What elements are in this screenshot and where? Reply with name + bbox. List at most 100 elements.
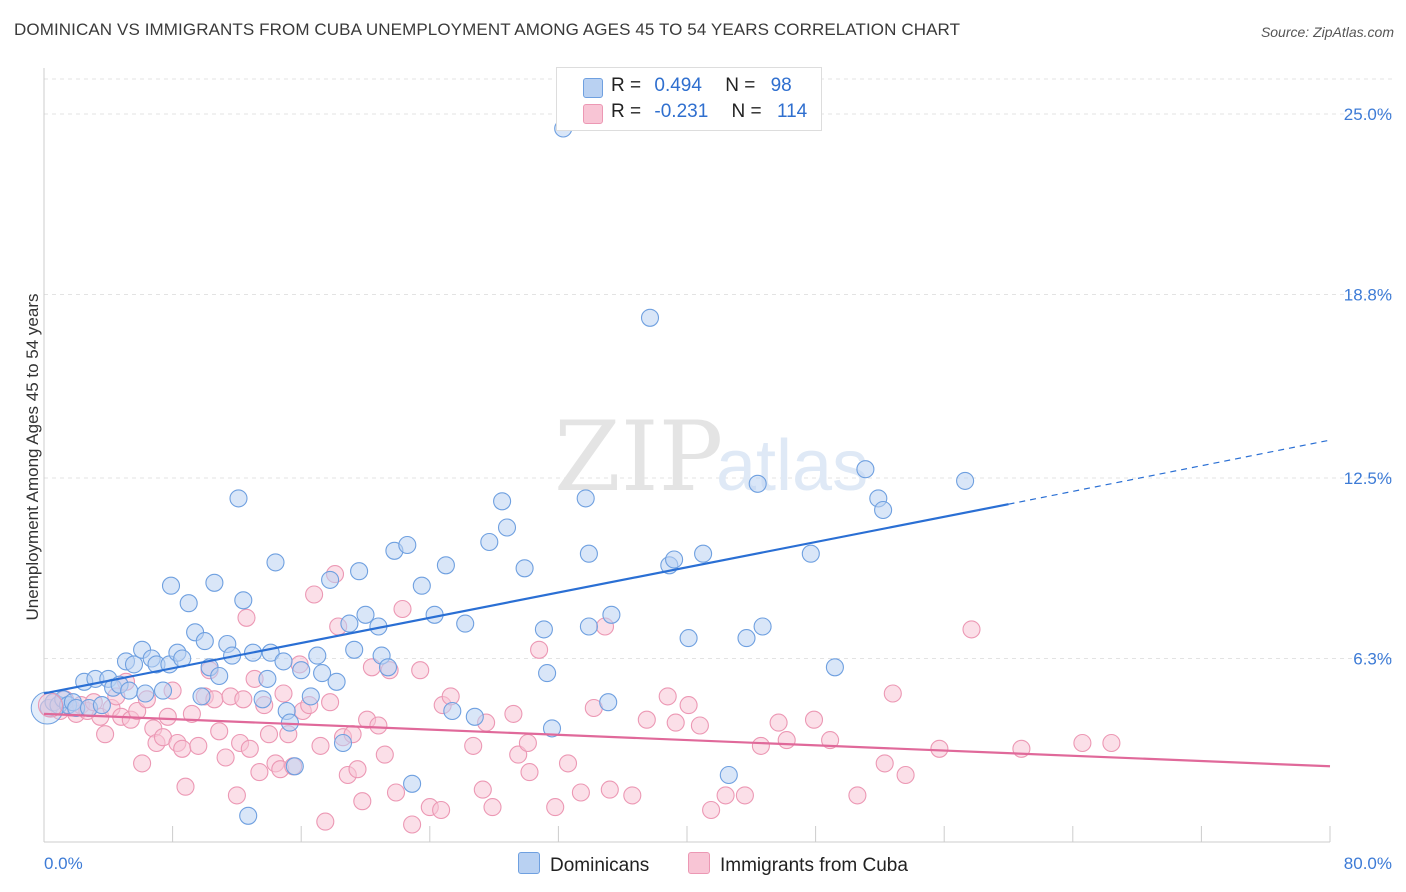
data-point-cuba bbox=[546, 798, 565, 817]
data-point-dominicans bbox=[398, 535, 417, 555]
data-point-dominicans bbox=[313, 664, 332, 683]
data-point-cuba bbox=[96, 725, 115, 744]
data-point-dominicans bbox=[825, 658, 844, 677]
data-point-dominicans bbox=[333, 733, 353, 753]
trend-lines bbox=[43, 439, 1331, 768]
data-point-dominicans bbox=[515, 559, 534, 578]
data-point-dominicans bbox=[753, 617, 772, 636]
data-point-cuba bbox=[274, 684, 293, 703]
data-point-dominicans bbox=[801, 544, 820, 563]
gridlines bbox=[44, 78, 1395, 660]
data-point-dominicans bbox=[640, 308, 660, 327]
data-point-dominicans bbox=[120, 681, 139, 700]
data-point-dominicans bbox=[253, 690, 272, 709]
data-point-cuba bbox=[658, 687, 677, 706]
data-point-dominicans bbox=[234, 591, 253, 610]
x-tick-label: 80.0% bbox=[1344, 854, 1392, 873]
data-point-cuba bbox=[393, 599, 412, 619]
x-tick-label: 0.0% bbox=[44, 854, 83, 873]
trend-line-dominicans bbox=[43, 503, 1009, 695]
data-point-cuba bbox=[804, 710, 824, 729]
data-point-dominicans bbox=[192, 687, 211, 706]
data-point-cuba bbox=[321, 693, 340, 712]
data-point-cuba bbox=[716, 786, 735, 805]
data-point-cuba bbox=[353, 792, 372, 811]
data-point-cuba bbox=[777, 731, 796, 750]
data-point-dominicans bbox=[679, 629, 698, 648]
data-point-dominicans bbox=[285, 757, 304, 776]
data-point-dominicans bbox=[195, 632, 214, 651]
data-point-dominicans bbox=[292, 661, 311, 680]
data-point-cuba bbox=[311, 736, 330, 755]
data-point-cuba bbox=[896, 765, 915, 785]
data-point-dominicans bbox=[403, 774, 422, 793]
data-point-dominicans bbox=[301, 687, 320, 706]
data-point-cuba bbox=[259, 725, 279, 744]
data-point-cuba bbox=[240, 739, 259, 758]
data-point-dominicans bbox=[274, 652, 293, 671]
data-point-dominicans bbox=[719, 765, 738, 785]
data-point-cuba bbox=[1073, 733, 1092, 753]
y-tick-label: 18.8% bbox=[1344, 286, 1392, 305]
data-point-cuba bbox=[375, 745, 394, 764]
legend-swatch-dominicans bbox=[518, 852, 540, 874]
data-point-dominicans bbox=[534, 620, 553, 639]
data-point-cuba bbox=[623, 786, 642, 805]
data-point-dominicans bbox=[258, 669, 277, 688]
data-point-dominicans bbox=[266, 553, 285, 572]
data-point-dominicans bbox=[92, 696, 111, 715]
y-tick-label: 12.5% bbox=[1344, 469, 1392, 488]
y-axis-label: Unemployment Among Ages 45 to 54 years bbox=[23, 294, 42, 621]
data-point-dominicans bbox=[179, 594, 198, 613]
data-point-cuba bbox=[518, 733, 537, 753]
data-point-dominicans bbox=[576, 489, 595, 508]
data-point-cuba bbox=[227, 786, 246, 805]
legend-swatch-dominicans bbox=[583, 78, 603, 98]
data-point-dominicans bbox=[327, 672, 346, 691]
data-point-dominicans bbox=[456, 614, 475, 633]
data-point-cuba bbox=[769, 713, 788, 732]
n-label: N = bbox=[731, 101, 762, 122]
data-point-dominicans bbox=[497, 518, 517, 537]
data-point-cuba bbox=[690, 716, 709, 735]
data-point-dominicans bbox=[694, 544, 713, 563]
data-point-cuba bbox=[930, 739, 949, 758]
data-point-cuba bbox=[305, 585, 324, 604]
data-point-cuba bbox=[848, 786, 867, 805]
data-point-cuba bbox=[509, 745, 528, 764]
trend-line-cuba bbox=[43, 712, 1331, 768]
data-point-cuba bbox=[504, 704, 523, 723]
data-point-cuba bbox=[348, 760, 367, 779]
n-value: 98 bbox=[770, 75, 792, 96]
data-point-dominicans bbox=[153, 681, 173, 700]
r-label: R = bbox=[611, 101, 642, 122]
data-point-dominicans bbox=[356, 605, 375, 624]
legend-swatch-cuba bbox=[583, 104, 603, 124]
data-point-cuba bbox=[751, 736, 770, 755]
data-point-dominicans bbox=[229, 489, 248, 508]
chart-title: DOMINICAN VS IMMIGRANTS FROM CUBA UNEMPL… bbox=[14, 20, 961, 39]
data-point-cuba bbox=[666, 713, 685, 732]
legend-label-dominicans: Dominicans bbox=[550, 855, 650, 876]
data-point-cuba bbox=[735, 786, 754, 805]
data-point-cuba bbox=[158, 707, 177, 726]
data-point-cuba bbox=[483, 798, 502, 817]
data-point-cuba bbox=[386, 783, 406, 802]
data-point-cuba bbox=[702, 800, 721, 820]
data-point-cuba bbox=[637, 710, 656, 729]
legend-label-cuba: Immigrants from Cuba bbox=[720, 855, 908, 876]
data-point-cuba bbox=[464, 736, 483, 755]
data-point-dominicans bbox=[350, 562, 369, 581]
tick-labels: 6.3% 12.5% 18.8% 25.0% 0.0% 80.0% bbox=[44, 105, 1392, 873]
data-point-cuba bbox=[530, 640, 549, 659]
data-point-dominicans bbox=[436, 556, 455, 575]
trend-line-dominicans-extension bbox=[1008, 439, 1331, 505]
data-point-dominicans bbox=[321, 570, 340, 589]
n-label: N = bbox=[725, 75, 756, 96]
watermark: ZIP atlas bbox=[554, 401, 868, 513]
legend-item-cuba: Immigrants from Cuba bbox=[688, 852, 908, 877]
data-point-dominicans bbox=[538, 664, 557, 683]
data-point-dominicans bbox=[465, 707, 484, 726]
data-point-cuba bbox=[403, 815, 422, 834]
